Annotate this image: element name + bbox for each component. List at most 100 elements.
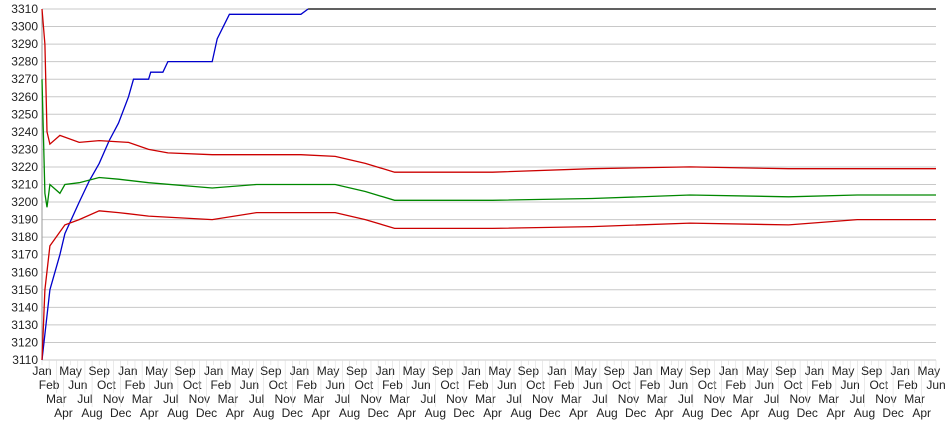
x-tick-label: May (59, 364, 82, 378)
x-tick-label: Sep (603, 364, 625, 378)
x-tick-label: Dec (711, 406, 732, 420)
x-tick-label: Aug (339, 406, 360, 420)
x-tick-label: Oct (183, 378, 202, 392)
x-tick-label: Nov (704, 392, 725, 406)
x-tick-label: Nov (274, 392, 295, 406)
x-tick-label: Dec (882, 406, 903, 420)
y-tick-label: 3200 (11, 195, 38, 209)
x-tick-label: Nov (618, 392, 639, 406)
x-tick-label: Sep (89, 364, 111, 378)
x-tick-label: Jun (68, 378, 87, 392)
x-tick-label: Sep (775, 364, 797, 378)
y-tick-label: 3250 (11, 107, 38, 121)
series-line-3 (41, 79, 936, 208)
x-tick-label: Nov (189, 392, 210, 406)
x-tick-label: Oct (698, 378, 717, 392)
x-tick-label: Nov (532, 392, 553, 406)
x-tick-label: Dec (282, 406, 303, 420)
y-tick-label: 3150 (11, 283, 38, 297)
x-tick-label: Feb (382, 378, 403, 392)
x-tick-label: Aug (167, 406, 188, 420)
x-tick-label: Sep (346, 364, 368, 378)
x-tick-label: Nov (789, 392, 810, 406)
x-tick-label: May (918, 364, 941, 378)
x-tick-label: Oct (269, 378, 288, 392)
x-tick-label: Apr (54, 406, 73, 420)
x-tick-label: Mar (818, 392, 839, 406)
x-tick-label: Aug (682, 406, 703, 420)
x-tick-label: Feb (640, 378, 661, 392)
y-tick-label: 3310 (11, 2, 38, 16)
x-tick-label: Jan (290, 364, 309, 378)
x-tick-label: Jan (376, 364, 395, 378)
x-tick-label: Jun (497, 378, 516, 392)
x-tick-label: Apr (312, 406, 331, 420)
x-tick-label: Aug (425, 406, 446, 420)
x-tick-label: Mar (218, 392, 239, 406)
series-line-4 (41, 210, 936, 361)
x-tick-label: Nov (360, 392, 381, 406)
x-tick-label: Apr (827, 406, 846, 420)
x-axis-tick-labels: JanFebMarAprMayJunJulAugSepOctNovDecJanF… (32, 360, 946, 420)
x-tick-label: Jun (926, 378, 945, 392)
x-tick-label: Feb (296, 378, 317, 392)
x-tick-label: Dec (797, 406, 818, 420)
x-tick-label: Jul (592, 392, 607, 406)
x-tick-label: Feb (897, 378, 918, 392)
x-tick-label: Dec (453, 406, 474, 420)
x-tick-label: Apr (912, 406, 931, 420)
x-tick-label: Aug (81, 406, 102, 420)
x-tick-label: Jan (461, 364, 480, 378)
x-tick-label: Jul (249, 392, 264, 406)
y-tick-label: 3140 (11, 300, 38, 314)
y-tick-label: 3170 (11, 248, 38, 262)
y-tick-label: 3210 (11, 178, 38, 192)
x-tick-label: Mar (389, 392, 410, 406)
x-tick-label: Jan (719, 364, 738, 378)
x-tick-label: Nov (446, 392, 467, 406)
x-tick-label: Dec (110, 406, 131, 420)
x-tick-label: Apr (397, 406, 416, 420)
x-tick-label: Apr (655, 406, 674, 420)
y-tick-label: 3120 (11, 335, 38, 349)
y-tick-label: 3270 (11, 72, 38, 86)
x-tick-label: Oct (869, 378, 888, 392)
x-tick-label: Jan (32, 364, 51, 378)
x-tick-label: Oct (784, 378, 803, 392)
x-tick-label: Mar (303, 392, 324, 406)
x-tick-label: Oct (97, 378, 116, 392)
y-tick-label: 3190 (11, 213, 38, 227)
y-tick-label: 3110 (12, 353, 38, 367)
x-tick-label: Jun (755, 378, 774, 392)
x-tick-label: Sep (432, 364, 454, 378)
x-tick-label: Jul (421, 392, 436, 406)
x-tick-label: Sep (260, 364, 282, 378)
y-tick-label: 3180 (11, 230, 38, 244)
y-tick-label: 3280 (11, 55, 38, 69)
x-tick-label: Jul (77, 392, 92, 406)
x-tick-label: Jun (583, 378, 602, 392)
x-tick-label: Mar (561, 392, 582, 406)
x-tick-label: Apr (569, 406, 588, 420)
x-tick-label: Feb (811, 378, 832, 392)
x-tick-label: Dec (196, 406, 217, 420)
x-tick-label: Apr (226, 406, 245, 420)
x-tick-label: Dec (539, 406, 560, 420)
x-tick-label: Jul (678, 392, 693, 406)
x-tick-label: Feb (468, 378, 489, 392)
x-tick-label: Apr (741, 406, 760, 420)
y-tick-label: 3220 (11, 160, 38, 174)
x-tick-label: Mar (733, 392, 754, 406)
x-tick-label: Feb (554, 378, 575, 392)
y-tick-label: 3130 (11, 318, 38, 332)
x-tick-label: Jan (204, 364, 223, 378)
x-tick-label: Jun (326, 378, 345, 392)
x-tick-label: Oct (440, 378, 459, 392)
x-tick-label: Feb (39, 378, 60, 392)
x-tick-label: May (317, 364, 340, 378)
y-tick-label: 3290 (11, 37, 38, 51)
x-tick-label: Jun (840, 378, 859, 392)
y-tick-label: 3240 (11, 125, 38, 139)
x-tick-label: Mar (647, 392, 668, 406)
